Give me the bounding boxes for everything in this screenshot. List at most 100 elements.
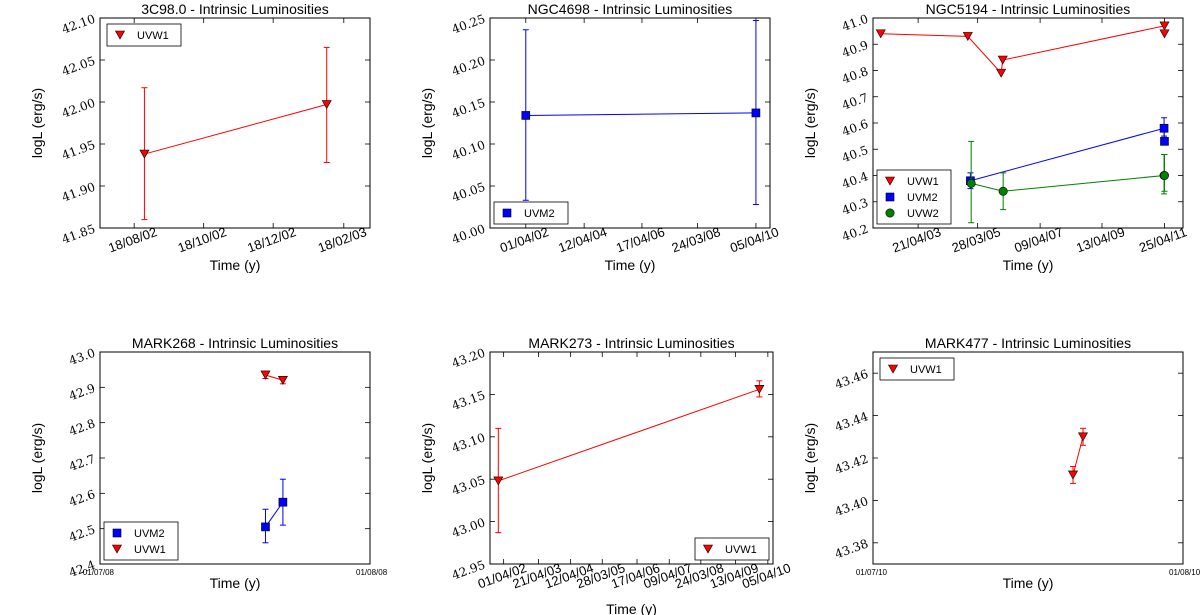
y-tick-label: 40.05 — [450, 180, 487, 205]
plot-frame — [99, 351, 371, 565]
chart-title: MARK477 - Intrinsic Luminosities — [925, 335, 1131, 351]
legend: UVW1 — [106, 23, 182, 47]
legend-marker-uvw1 — [111, 544, 123, 554]
y-tick-label: 42.6 — [67, 487, 97, 509]
y-tick-label: 43.10 — [450, 430, 487, 455]
x-tick-label: 18/10/02 — [176, 224, 229, 255]
y-tick-label: 42.00 — [60, 96, 97, 121]
series-uvm2-point — [1159, 123, 1169, 133]
series-uvm2-point — [261, 522, 270, 532]
y-axis-label: logL (erg/s) — [802, 423, 818, 493]
legend-box — [879, 357, 955, 381]
x-tick-label: 25/04/11 — [1137, 224, 1189, 255]
y-tick-label: 40.8 — [840, 64, 870, 86]
x-axis-label: Time (y) — [1003, 257, 1054, 273]
series-uvw1-point — [875, 29, 886, 39]
y-tick-label: 41.85 — [60, 222, 97, 247]
plot-area — [521, 20, 761, 205]
series-uvw1-point — [962, 32, 973, 41]
y-axis-label: logL (erg/s) — [419, 88, 435, 158]
x-tick-label: 28/03/05 — [950, 224, 1003, 255]
y-axis-label: logL (erg/s) — [29, 423, 45, 493]
y-tick-label: 43.44 — [833, 409, 870, 434]
series-uvw2-point — [1159, 171, 1169, 181]
legend: UVW1 — [694, 537, 770, 561]
y-tick-label: 40.25 — [450, 12, 487, 37]
plot-area — [139, 46, 332, 221]
series-uvw1-point — [260, 370, 271, 380]
plot-frame — [872, 17, 1184, 229]
y-axis-label: logL (erg/s) — [29, 88, 45, 158]
y-tick-label: 42.10 — [60, 12, 97, 37]
x-tick-label: 01/07/10 — [856, 568, 888, 577]
x-tick-label: 18/02/03 — [316, 224, 369, 255]
series-uvw1-point — [754, 385, 765, 394]
legend-label: UVW1 — [907, 176, 939, 188]
series-uvw2-point — [998, 186, 1008, 196]
y-tick-label: 42.9 — [67, 381, 97, 403]
y-tick-label: 43.00 — [450, 515, 487, 540]
x-tick-label: 01/04/02 — [498, 224, 551, 255]
legend-marker-uvw1 — [887, 364, 899, 374]
panel-3: NGC5194 - Intrinsic Luminosities 40.2 40.3… — [802, 1, 1189, 273]
y-tick-label: 43.15 — [450, 388, 487, 413]
legend-box — [103, 521, 179, 561]
series-uvw1-point — [1159, 21, 1170, 31]
legend: UVM2 UVW1 — [103, 521, 179, 561]
y-tick-label: 42.05 — [60, 54, 97, 79]
legend-label: UVM2 — [907, 192, 938, 204]
y-tick-label: 43.05 — [450, 473, 487, 498]
x-axis-label: Time (y) — [210, 257, 261, 273]
series-uvw1-point — [277, 375, 288, 385]
y-tick-label: 40.7 — [840, 90, 870, 112]
y-tick-label: 43.40 — [833, 494, 870, 519]
x-tick-label: 13/04/09 — [1074, 224, 1127, 255]
plot-frame — [99, 17, 371, 229]
chart-title: MARK268 - Intrinsic Luminosities — [132, 335, 338, 351]
series-uvw1-line — [1072, 436, 1084, 476]
legend-label: UVW1 — [134, 544, 166, 556]
x-tick-label: 01/08/10 — [1169, 568, 1200, 577]
series-uvw1-point — [139, 149, 150, 159]
legend: UVW1 — [879, 357, 955, 381]
legend-box — [493, 201, 569, 225]
legend-label: UVM2 — [134, 528, 165, 540]
series-uvw1-line — [144, 104, 327, 155]
x-tick-label: 18/08/02 — [106, 224, 159, 255]
series-uvm2-point — [521, 111, 531, 120]
x-tick-label: 17/04/06 — [614, 224, 667, 255]
x-tick-label: 01/08/08 — [356, 568, 388, 577]
x-tick-label: 09/04/07 — [1012, 224, 1065, 255]
legend-label: UVM2 — [524, 208, 555, 220]
y-tick-label: 40.20 — [450, 54, 487, 79]
y-tick-label: 43.42 — [833, 452, 870, 477]
series-uvw1-point — [1067, 470, 1079, 480]
plot-area — [1067, 427, 1089, 484]
series-uvm2-point — [278, 497, 288, 507]
panel-1: 3C98.0 - Intrinsic Luminosities 41.85 41.9… — [29, 1, 371, 273]
y-tick-label: 40.6 — [840, 117, 870, 139]
legend-marker-uvw2 — [885, 208, 895, 218]
series-uvw1-point — [493, 476, 504, 486]
y-tick-label: 41.95 — [60, 138, 97, 163]
series-uvm2-point — [1160, 137, 1169, 146]
plot-frame — [872, 351, 1184, 565]
x-axis-label: Time (y) — [210, 575, 261, 591]
series-uvm2-line — [525, 112, 756, 116]
y-tick-label: 40.4 — [840, 169, 870, 191]
legend-label: UVW1 — [725, 544, 757, 556]
legend-marker-uvm2 — [885, 192, 895, 202]
panel-5: MARK273 - Intrinsic Luminosities42.9543.… — [419, 335, 793, 615]
series-uvw1-line — [498, 388, 760, 482]
plot-frame — [489, 351, 774, 565]
legend-marker-uvw1 — [884, 176, 896, 186]
legend-marker-uvm2 — [502, 208, 512, 218]
legend: UVW1 UVM2 UVW2 — [876, 169, 952, 225]
y-tick-label: 42.7 — [67, 452, 97, 474]
legend-label: UVW1 — [137, 30, 169, 42]
y-tick-label: 40.15 — [450, 96, 487, 121]
series-uvw1-line — [880, 25, 1165, 75]
series-uvw1-point — [1159, 29, 1170, 39]
x-tick-label: 12/04/04 — [556, 224, 609, 255]
y-tick-label: 43.38 — [833, 536, 870, 561]
